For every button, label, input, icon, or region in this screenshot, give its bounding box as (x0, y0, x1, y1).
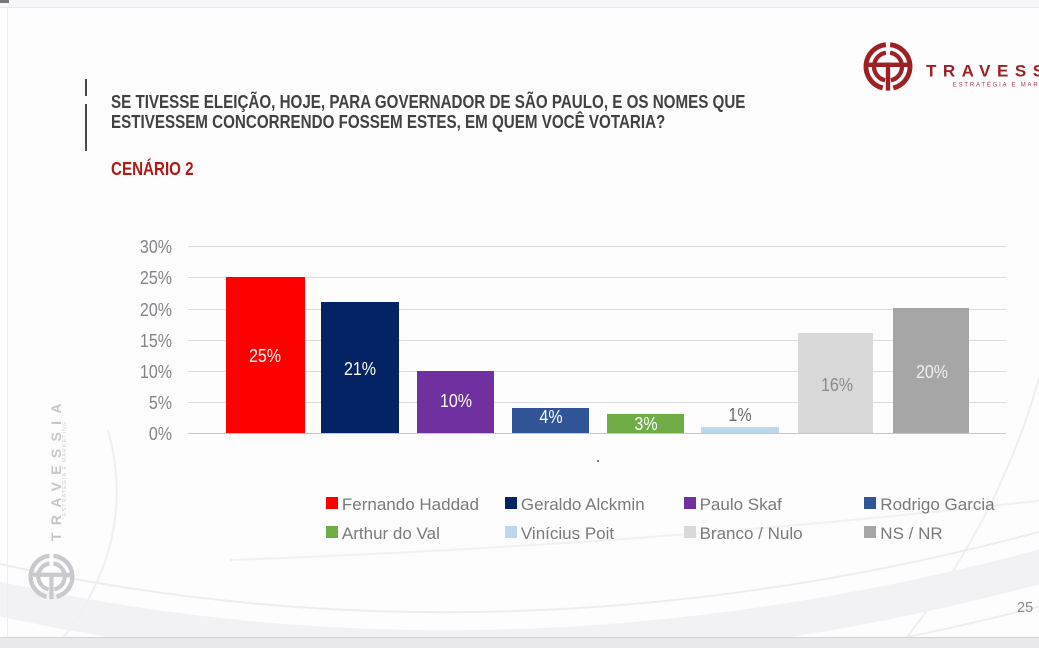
svg-text:ESTRATÉGIA E MARKETING: ESTRATÉGIA E MARKETING (953, 82, 1039, 89)
svg-text:TRAVESSIA: TRAVESSIA (926, 62, 1039, 81)
